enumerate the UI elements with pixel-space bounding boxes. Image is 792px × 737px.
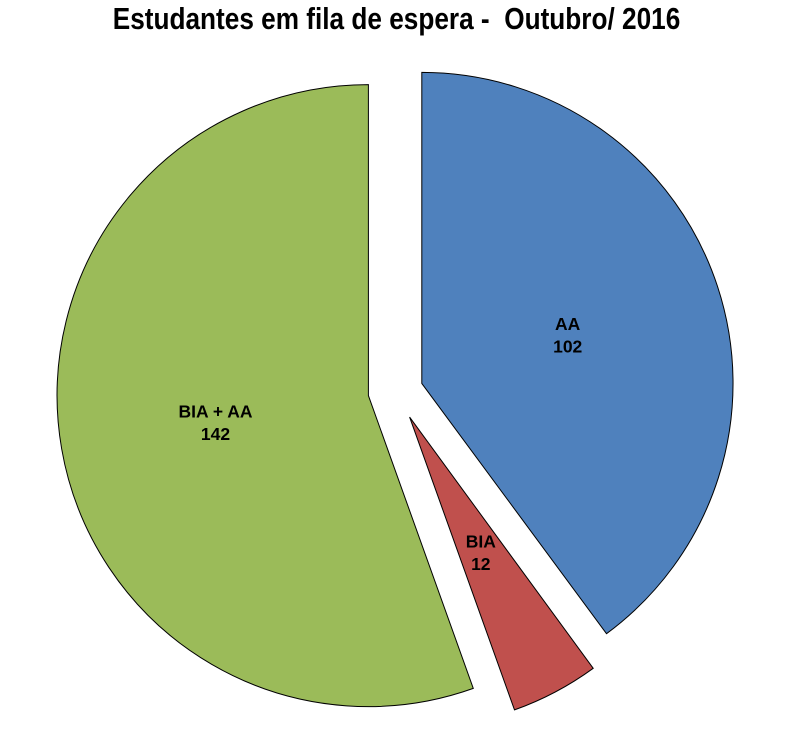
- svg-text:12: 12: [471, 554, 491, 574]
- svg-text:BIA: BIA: [466, 532, 497, 552]
- svg-text:AA: AA: [555, 314, 581, 334]
- svg-text:142: 142: [201, 424, 230, 444]
- svg-text:Estudantes em fila de espera -: Estudantes em fila de espera - Outubro/ …: [113, 2, 681, 37]
- svg-text:102: 102: [553, 337, 582, 357]
- svg-text:BIA + AA: BIA + AA: [178, 401, 252, 421]
